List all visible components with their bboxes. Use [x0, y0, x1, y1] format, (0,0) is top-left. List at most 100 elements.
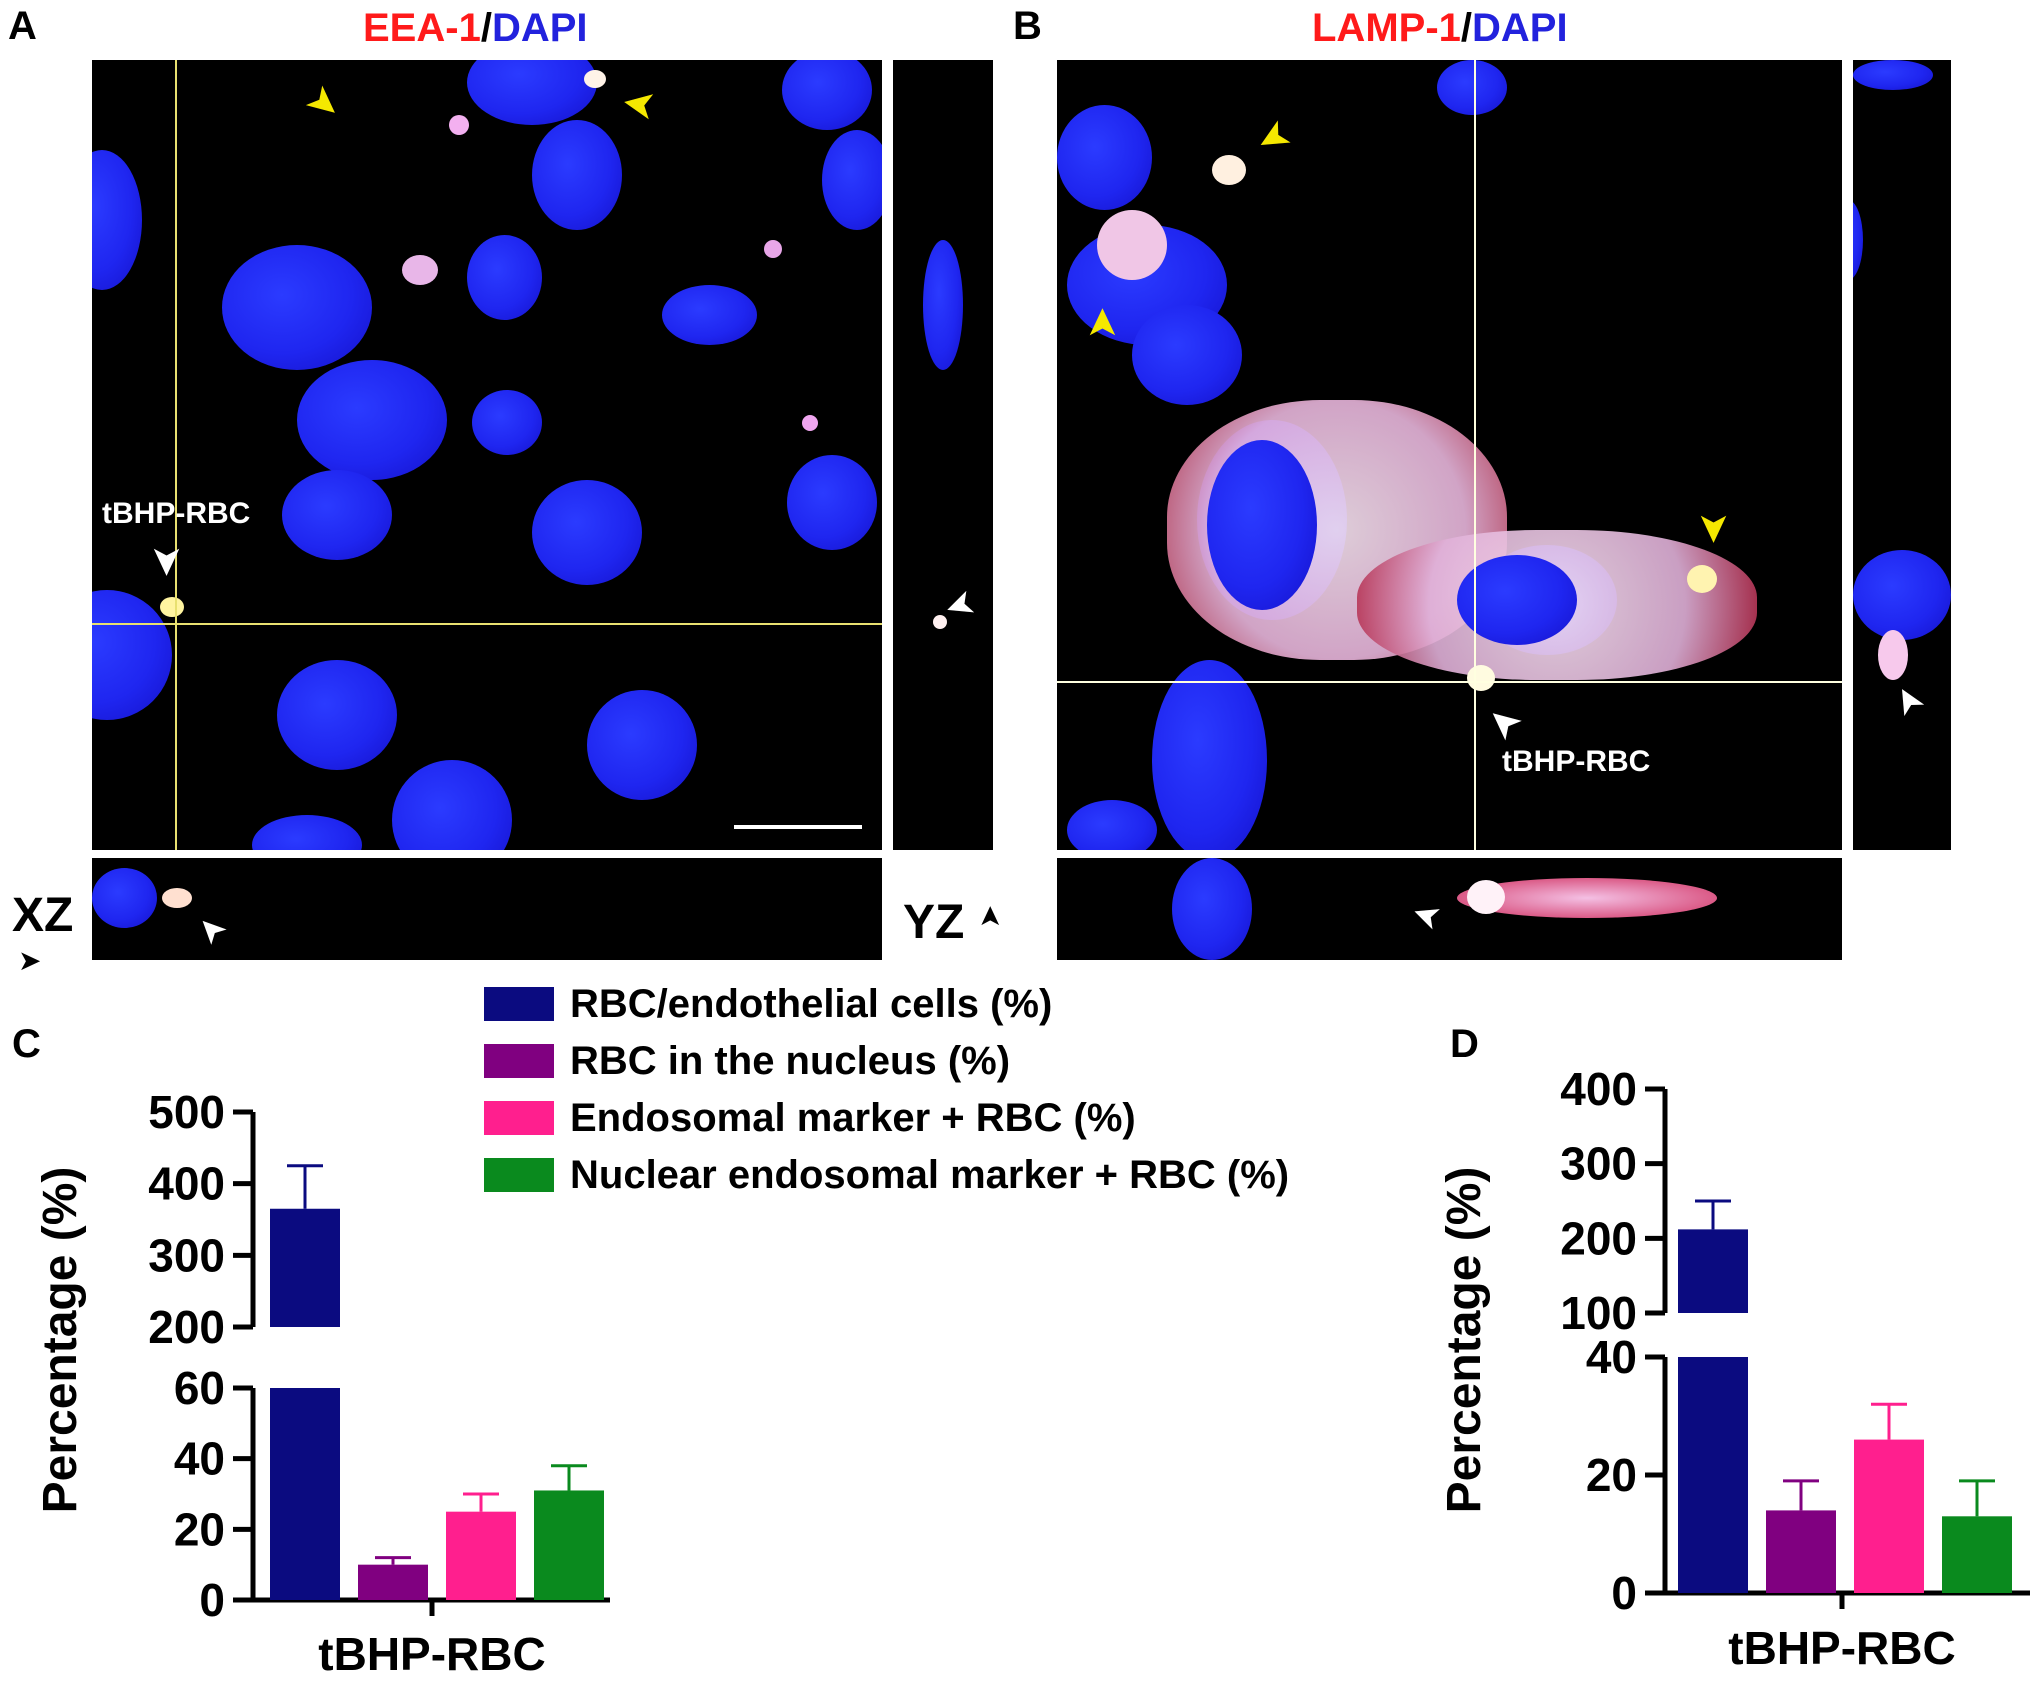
crosshair-vertical	[1474, 60, 1476, 850]
rbc-puncta	[1878, 630, 1908, 680]
nucleus	[1067, 800, 1157, 850]
rbc-puncta	[1467, 880, 1505, 914]
bar	[534, 1490, 604, 1600]
legend-label: RBC/endothelial cells (%)	[570, 981, 1053, 1026]
panel-b-xz-projection: ➤	[1057, 858, 1842, 960]
crosshair-horizontal	[1057, 681, 1842, 683]
nucleus	[392, 760, 512, 850]
bar	[446, 1511, 516, 1600]
nucleus	[1207, 440, 1317, 610]
white-arrowhead-icon: ➤	[1406, 893, 1447, 939]
legend-item: Endosomal marker + RBC (%)	[484, 1094, 1136, 1142]
panel-d-chart: 100 200 300 400 0 20 40 Percentage (%) tBHP-RBC	[1440, 1070, 2030, 1674]
xz-label: XZ	[12, 889, 74, 942]
legend-item: RBC/endothelial cells (%)	[484, 980, 1052, 1028]
nucleus	[1132, 305, 1242, 405]
rbc-puncta	[449, 115, 469, 135]
y-tick-label: 0	[1611, 1567, 1637, 1619]
rbc-puncta	[802, 415, 818, 431]
rbc-puncta	[1467, 665, 1495, 691]
nucleus	[92, 868, 157, 928]
panel-b-yz-projection: ➤	[1853, 60, 1951, 850]
nucleus	[532, 120, 622, 230]
legend-swatch	[484, 987, 554, 1021]
y-tick-label: 400	[1560, 1070, 1637, 1115]
bar	[1942, 1516, 2012, 1593]
xz-arrow-icon: ➤	[18, 945, 42, 976]
y-axis-label: Percentage (%)	[34, 1167, 87, 1514]
rbc-puncta	[1212, 155, 1246, 185]
nucleus	[782, 60, 872, 130]
legend-swatch	[484, 1158, 554, 1192]
nucleus	[252, 815, 362, 850]
nucleus	[1853, 60, 1933, 90]
nucleus	[1057, 105, 1152, 210]
white-arrowhead-icon: ➤	[1882, 677, 1933, 725]
y-tick-label: 400	[148, 1158, 225, 1210]
panel-c-letter: C	[12, 1022, 41, 1066]
yz-label: YZ	[903, 896, 965, 949]
white-arrowhead-icon: ➤	[144, 544, 189, 578]
yz-arrow-icon: ➤	[974, 904, 1006, 929]
panel-b-title: LAMP-1/DAPI	[1312, 6, 1568, 51]
nucleus	[1172, 858, 1252, 960]
panel-a-xz-projection: ➤	[92, 858, 882, 960]
panel-d-letter: D	[1450, 1022, 1479, 1066]
panel-a-yz-projection: ➤	[893, 60, 993, 850]
x-axis-label: tBHP-RBC	[1728, 1622, 1955, 1674]
y-tick-label: 60	[174, 1362, 225, 1414]
nucleus	[297, 360, 447, 480]
y-tick-label: 20	[174, 1503, 225, 1555]
x-axis-label: tBHP-RBC	[318, 1628, 545, 1680]
bar	[358, 1564, 428, 1600]
yellow-arrowhead-icon: ➤	[618, 80, 660, 130]
legend-item: Nuclear endosomal marker + RBC (%)	[484, 1151, 1289, 1199]
nucleus	[472, 390, 542, 455]
nucleus	[282, 470, 392, 560]
rbc-puncta	[162, 888, 192, 908]
panel-a-stain: DAPI	[491, 6, 588, 50]
yellow-arrowhead-icon: ➤	[1691, 511, 1736, 545]
y-tick-label: 500	[148, 1086, 225, 1138]
nucleus	[1853, 200, 1863, 280]
y-tick-label: 40	[174, 1433, 225, 1485]
panel-a-title: EEA-1/DAPI	[363, 6, 588, 51]
panel-b-marker: LAMP-1	[1312, 6, 1461, 50]
legend-label: Endosomal marker + RBC (%)	[570, 1095, 1136, 1140]
y-axis-label: Percentage (%)	[1440, 1167, 1491, 1514]
panel-b-confocal-image: ➤ ➤ ➤ ➤ tBHP-RBC	[1057, 60, 1842, 850]
yellow-arrowhead-icon: ➤	[1248, 110, 1300, 166]
nucleus	[222, 245, 372, 370]
white-arrowhead-icon: ➤	[187, 906, 235, 954]
nucleus	[1853, 550, 1951, 640]
rbc-puncta	[1687, 565, 1717, 593]
panel-a-confocal-image: ➤ ➤ ➤ tBHP-RBC	[92, 60, 882, 850]
yellow-arrowhead-icon: ➤	[1079, 306, 1124, 340]
nucleus	[587, 690, 697, 800]
bar	[1766, 1510, 1836, 1593]
legend-label: Nuclear endosomal marker + RBC (%)	[570, 1152, 1290, 1197]
panel-c-chart: 200 300 400 500 0 20 40 60 Percentage (%) tBHP-RB…	[34, 1086, 610, 1680]
rbc-puncta	[933, 615, 947, 629]
panel-a-title-sep: /	[480, 6, 492, 50]
legend-item: RBC in the nucleus (%)	[484, 1037, 1010, 1085]
rbc-puncta	[160, 597, 184, 617]
y-tick-label: 20	[1586, 1449, 1637, 1501]
nucleus	[467, 235, 542, 320]
crosshair-vertical	[175, 60, 177, 850]
nucleus	[822, 130, 882, 230]
scale-bar	[734, 825, 862, 829]
legend-swatch	[484, 1101, 554, 1135]
nucleus	[1152, 660, 1267, 850]
rbc-puncta	[402, 255, 438, 285]
y-tick-label: 200	[148, 1301, 225, 1353]
legend: RBC/endothelial cells (%) RBC in the nuc…	[484, 980, 1444, 1210]
legend-swatch	[484, 1044, 554, 1078]
crosshair-horizontal	[92, 623, 882, 625]
panel-b-title-sep: /	[1460, 6, 1473, 50]
nucleus	[467, 60, 597, 125]
rbc-puncta	[584, 70, 606, 88]
nucleus	[532, 480, 642, 585]
legend-label: RBC in the nucleus (%)	[570, 1038, 1011, 1083]
rbc-puncta	[764, 240, 782, 258]
